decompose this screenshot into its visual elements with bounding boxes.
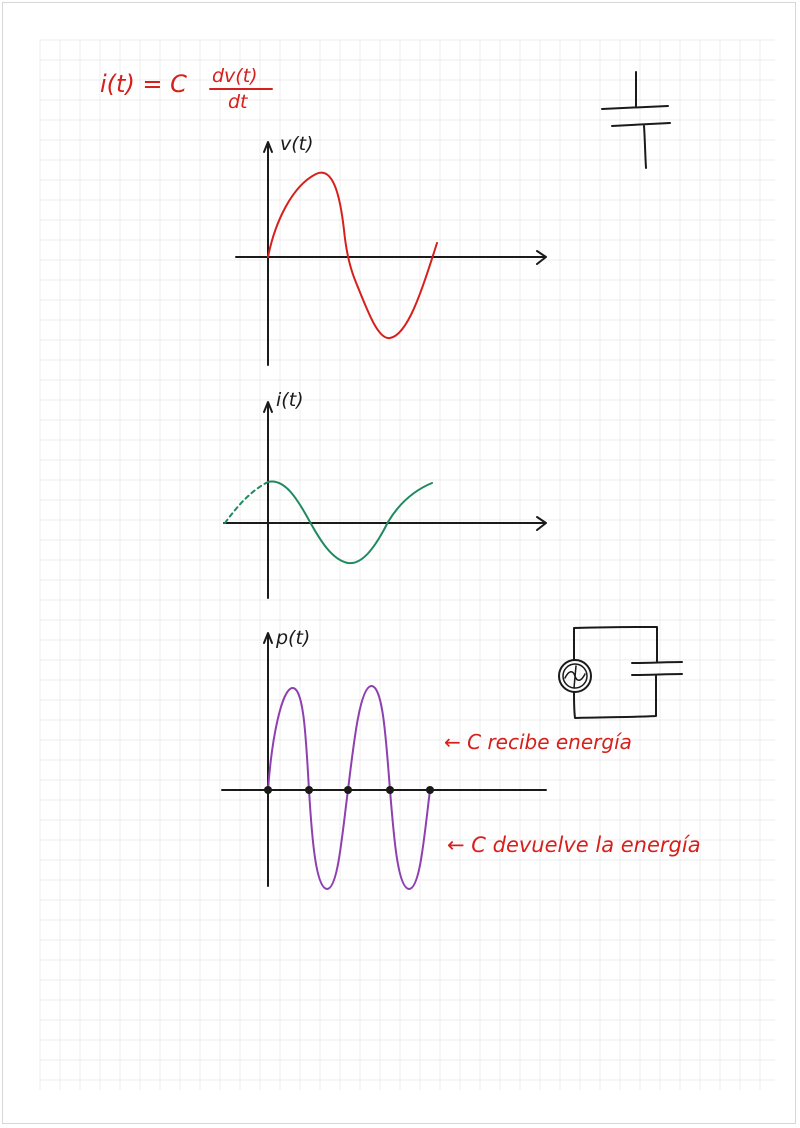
voltage-y-arrowhead <box>263 141 273 153</box>
current-x-arrowhead <box>536 516 547 531</box>
capacitor-plate-top <box>631 661 683 664</box>
ac-source-capacitor-circuit-icon <box>558 626 683 719</box>
formula-denominator: dt <box>228 91 249 113</box>
voltage-label: v(t) <box>280 133 314 155</box>
current-y-arrowhead <box>263 401 273 413</box>
zero-crossing-dot <box>386 786 394 794</box>
voltage-curve <box>267 171 438 340</box>
current-graph: i(t) <box>223 389 547 599</box>
formula: i(t) = C dv(t) dt <box>100 65 273 113</box>
zero-crossing-dot <box>305 786 313 794</box>
current-curve <box>267 480 433 565</box>
voltage-graph: v(t) <box>235 133 547 366</box>
zero-crossing-dot <box>426 786 434 794</box>
voltage-x-arrowhead <box>536 250 547 265</box>
zero-crossing-dot <box>344 786 352 794</box>
formula-lhs: i(t) = C <box>100 70 187 98</box>
ac-source-icon <box>558 659 592 693</box>
power-label: p(t) <box>275 627 310 649</box>
capacitor-plate-bottom <box>631 673 683 676</box>
annotation-receives-energy: ← C recibe energía <box>444 730 632 754</box>
annotation-returns-energy: ← C devuelve la energía <box>447 833 701 857</box>
power-y-arrowhead <box>263 632 273 644</box>
power-zero-crossings <box>264 786 434 794</box>
formula-numerator: dv(t) <box>212 65 258 87</box>
zero-crossing-dot <box>264 786 272 794</box>
power-graph: p(t) <box>221 627 547 891</box>
capacitor-icon <box>601 71 671 169</box>
current-label: i(t) <box>276 389 304 411</box>
current-curve-dashed <box>224 481 269 524</box>
